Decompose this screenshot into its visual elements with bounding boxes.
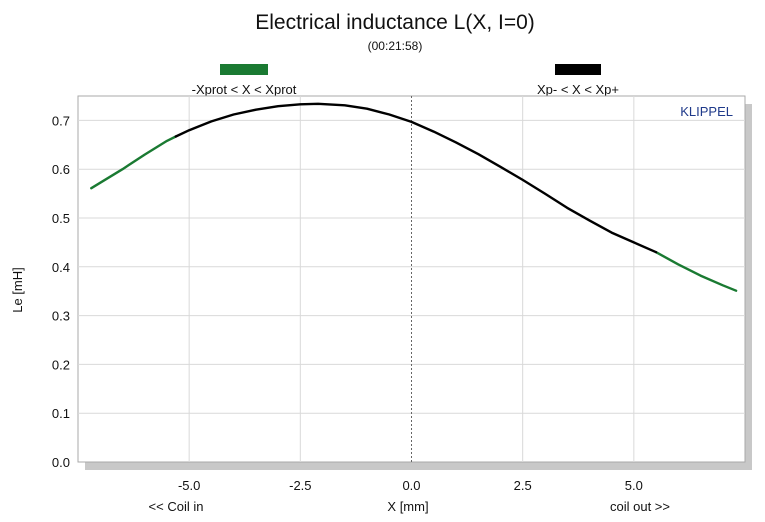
series-line-0 — [654, 251, 738, 292]
series-line-0 — [90, 135, 177, 190]
y-tick-label: 0.3 — [52, 309, 70, 324]
y-tick-label: 0.4 — [52, 260, 70, 275]
coil-in-label: << Coil in — [149, 499, 204, 514]
series-layer — [90, 102, 738, 292]
brand-label: KLIPPEL — [680, 104, 733, 119]
series-line-1 — [174, 102, 658, 254]
x-tick-label: 0.0 — [402, 478, 420, 493]
x-tick-label: -5.0 — [178, 478, 200, 493]
legend-label-xp: Xp- < X < Xp+ — [537, 82, 619, 97]
chart-title: Electrical inductance L(X, I=0) — [255, 11, 535, 34]
chart-subtitle: (00:21:58) — [368, 39, 423, 53]
coil-out-label: coil out >> — [610, 499, 670, 514]
y-tick-label: 0.5 — [52, 211, 70, 226]
y-tick-label: 0.6 — [52, 162, 70, 177]
y-tick-label: 0.7 — [52, 113, 70, 128]
y-tick-label: 0.0 — [52, 455, 70, 470]
legend-swatch-xp — [555, 64, 601, 75]
x-tick-label: 2.5 — [514, 478, 532, 493]
tick-labels: 0.0 0.1 0.2 0.3 0.4 0.5 0.6 0.7 -5.0 -2.5 0.0 2.5 5.… — [52, 113, 643, 493]
plot-area — [77, 95, 746, 463]
y-tick-label: 0.2 — [52, 357, 70, 372]
x-tick-label: -2.5 — [289, 478, 311, 493]
legend-swatch-xprot — [220, 64, 268, 75]
y-axis-label: Le [mH] — [10, 267, 25, 313]
x-axis-label: X [mm] — [387, 499, 428, 514]
y-tick-label: 0.1 — [52, 406, 70, 421]
x-tick-label: 5.0 — [625, 478, 643, 493]
legend-label-xprot: -Xprot < X < Xprot — [192, 82, 297, 97]
